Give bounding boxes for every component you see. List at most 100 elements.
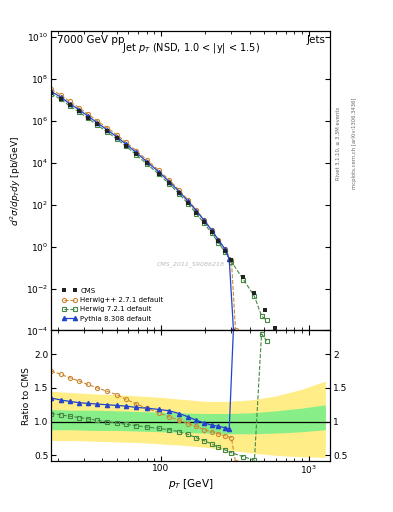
CMS <box>134 151 139 157</box>
Herwig++ 2.7.1 default <box>95 118 100 124</box>
Herwig++ 2.7.1 default <box>77 105 82 111</box>
Herwig 7.2.1 default <box>177 191 182 197</box>
Text: Jets: Jets <box>307 35 326 45</box>
Herwig 7.2.1 default <box>223 249 228 255</box>
CMS <box>216 238 221 244</box>
Pythia 8.308 default <box>114 134 119 140</box>
Herwig 7.2.1 default <box>264 317 269 324</box>
Herwig++ 2.7.1 default <box>209 227 214 233</box>
Herwig 7.2.1 default <box>86 115 90 121</box>
CMS <box>95 121 100 127</box>
Herwig++ 2.7.1 default <box>144 157 149 163</box>
Pythia 8.308 default <box>124 141 129 147</box>
Line: Herwig++ 2.7.1 default: Herwig++ 2.7.1 default <box>49 87 238 333</box>
CMS <box>202 219 206 225</box>
Y-axis label: Ratio to CMS: Ratio to CMS <box>22 367 31 424</box>
CMS <box>86 115 90 121</box>
CMS <box>292 363 297 369</box>
CMS <box>59 96 63 102</box>
Herwig++ 2.7.1 default <box>59 92 63 98</box>
Pythia 8.308 default <box>59 94 63 100</box>
Pythia 8.308 default <box>167 179 172 185</box>
Herwig 7.2.1 default <box>252 293 257 300</box>
CMS <box>124 143 129 149</box>
Herwig 7.2.1 default <box>67 103 72 109</box>
Herwig++ 2.7.1 default <box>67 98 72 104</box>
Line: Pythia 8.308 default: Pythia 8.308 default <box>49 89 235 333</box>
Herwig 7.2.1 default <box>49 91 53 97</box>
Herwig++ 2.7.1 default <box>229 257 234 263</box>
Text: Jet $p_T$ (NSD, 1.0 < |y| < 1.5): Jet $p_T$ (NSD, 1.0 < |y| < 1.5) <box>121 41 260 55</box>
Herwig 7.2.1 default <box>167 181 172 187</box>
CMS <box>241 274 246 280</box>
CMS <box>306 399 311 405</box>
Herwig++ 2.7.1 default <box>86 111 90 117</box>
Herwig++ 2.7.1 default <box>223 246 228 252</box>
CMS <box>229 257 234 263</box>
Pythia 8.308 default <box>227 256 231 262</box>
CMS <box>282 343 287 349</box>
Herwig++ 2.7.1 default <box>134 147 139 154</box>
Pythia 8.308 default <box>157 169 162 175</box>
Herwig++ 2.7.1 default <box>105 124 109 131</box>
Herwig 7.2.1 default <box>186 201 191 207</box>
Herwig 7.2.1 default <box>157 172 162 178</box>
Herwig 7.2.1 default <box>259 313 264 319</box>
Herwig++ 2.7.1 default <box>233 327 238 333</box>
Herwig 7.2.1 default <box>202 220 206 226</box>
Pythia 8.308 default <box>216 237 221 243</box>
CMS <box>67 102 72 109</box>
Pythia 8.308 default <box>67 100 72 106</box>
Pythia 8.308 default <box>86 113 90 119</box>
Herwig++ 2.7.1 default <box>157 167 162 174</box>
Herwig 7.2.1 default <box>95 122 100 128</box>
Y-axis label: $d^2\sigma/dp_T dy$ [pb/GeV]: $d^2\sigma/dp_T dy$ [pb/GeV] <box>9 136 23 226</box>
CMS <box>167 180 172 186</box>
CMS <box>252 290 257 296</box>
Herwig++ 2.7.1 default <box>202 217 206 223</box>
CMS <box>114 135 119 141</box>
Herwig++ 2.7.1 default <box>167 177 172 183</box>
Herwig 7.2.1 default <box>59 96 63 102</box>
CMS <box>194 209 199 216</box>
CMS <box>316 422 320 429</box>
CMS <box>186 200 191 206</box>
Herwig 7.2.1 default <box>216 240 221 246</box>
Pythia 8.308 default <box>144 159 149 165</box>
Herwig 7.2.1 default <box>77 109 82 115</box>
CMS <box>105 128 109 134</box>
Pythia 8.308 default <box>134 150 139 156</box>
Line: Herwig 7.2.1 default: Herwig 7.2.1 default <box>49 92 269 323</box>
CMS <box>144 160 149 166</box>
Pythia 8.308 default <box>202 217 206 223</box>
Herwig 7.2.1 default <box>209 230 214 236</box>
CMS <box>177 190 182 197</box>
CMS <box>209 228 214 234</box>
Herwig++ 2.7.1 default <box>177 187 182 194</box>
Pythia 8.308 default <box>49 88 53 94</box>
Herwig 7.2.1 default <box>194 211 199 217</box>
Pythia 8.308 default <box>186 198 191 204</box>
CMS <box>157 170 162 177</box>
Herwig 7.2.1 default <box>105 129 109 135</box>
Herwig++ 2.7.1 default <box>49 86 53 92</box>
CMS <box>263 307 267 313</box>
Herwig 7.2.1 default <box>134 152 139 158</box>
Pythia 8.308 default <box>194 208 199 214</box>
Pythia 8.308 default <box>95 120 100 126</box>
Pythia 8.308 default <box>105 126 109 133</box>
Text: Rivet 3.1.10, ≥ 3.3M events: Rivet 3.1.10, ≥ 3.3M events <box>336 106 341 180</box>
CMS <box>77 109 82 115</box>
Pythia 8.308 default <box>209 227 214 233</box>
Legend: CMS, Herwig++ 2.7.1 default, Herwig 7.2.1 default, Pythia 8.308 default: CMS, Herwig++ 2.7.1 default, Herwig 7.2.… <box>60 285 165 324</box>
Herwig 7.2.1 default <box>114 136 119 142</box>
Pythia 8.308 default <box>223 246 228 252</box>
Text: 7000 GeV pp: 7000 GeV pp <box>57 35 124 45</box>
CMS <box>273 325 277 331</box>
Herwig 7.2.1 default <box>229 259 234 265</box>
CMS <box>223 247 228 253</box>
Herwig++ 2.7.1 default <box>114 132 119 138</box>
X-axis label: $p_T$ [GeV]: $p_T$ [GeV] <box>168 477 213 492</box>
CMS <box>49 90 53 96</box>
Pythia 8.308 default <box>231 327 236 333</box>
